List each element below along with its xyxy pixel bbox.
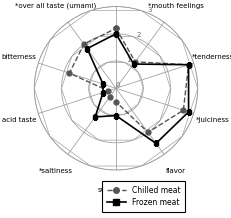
Legend: Chilled meat, Frozen meat: Chilled meat, Frozen meat [102, 181, 185, 212]
